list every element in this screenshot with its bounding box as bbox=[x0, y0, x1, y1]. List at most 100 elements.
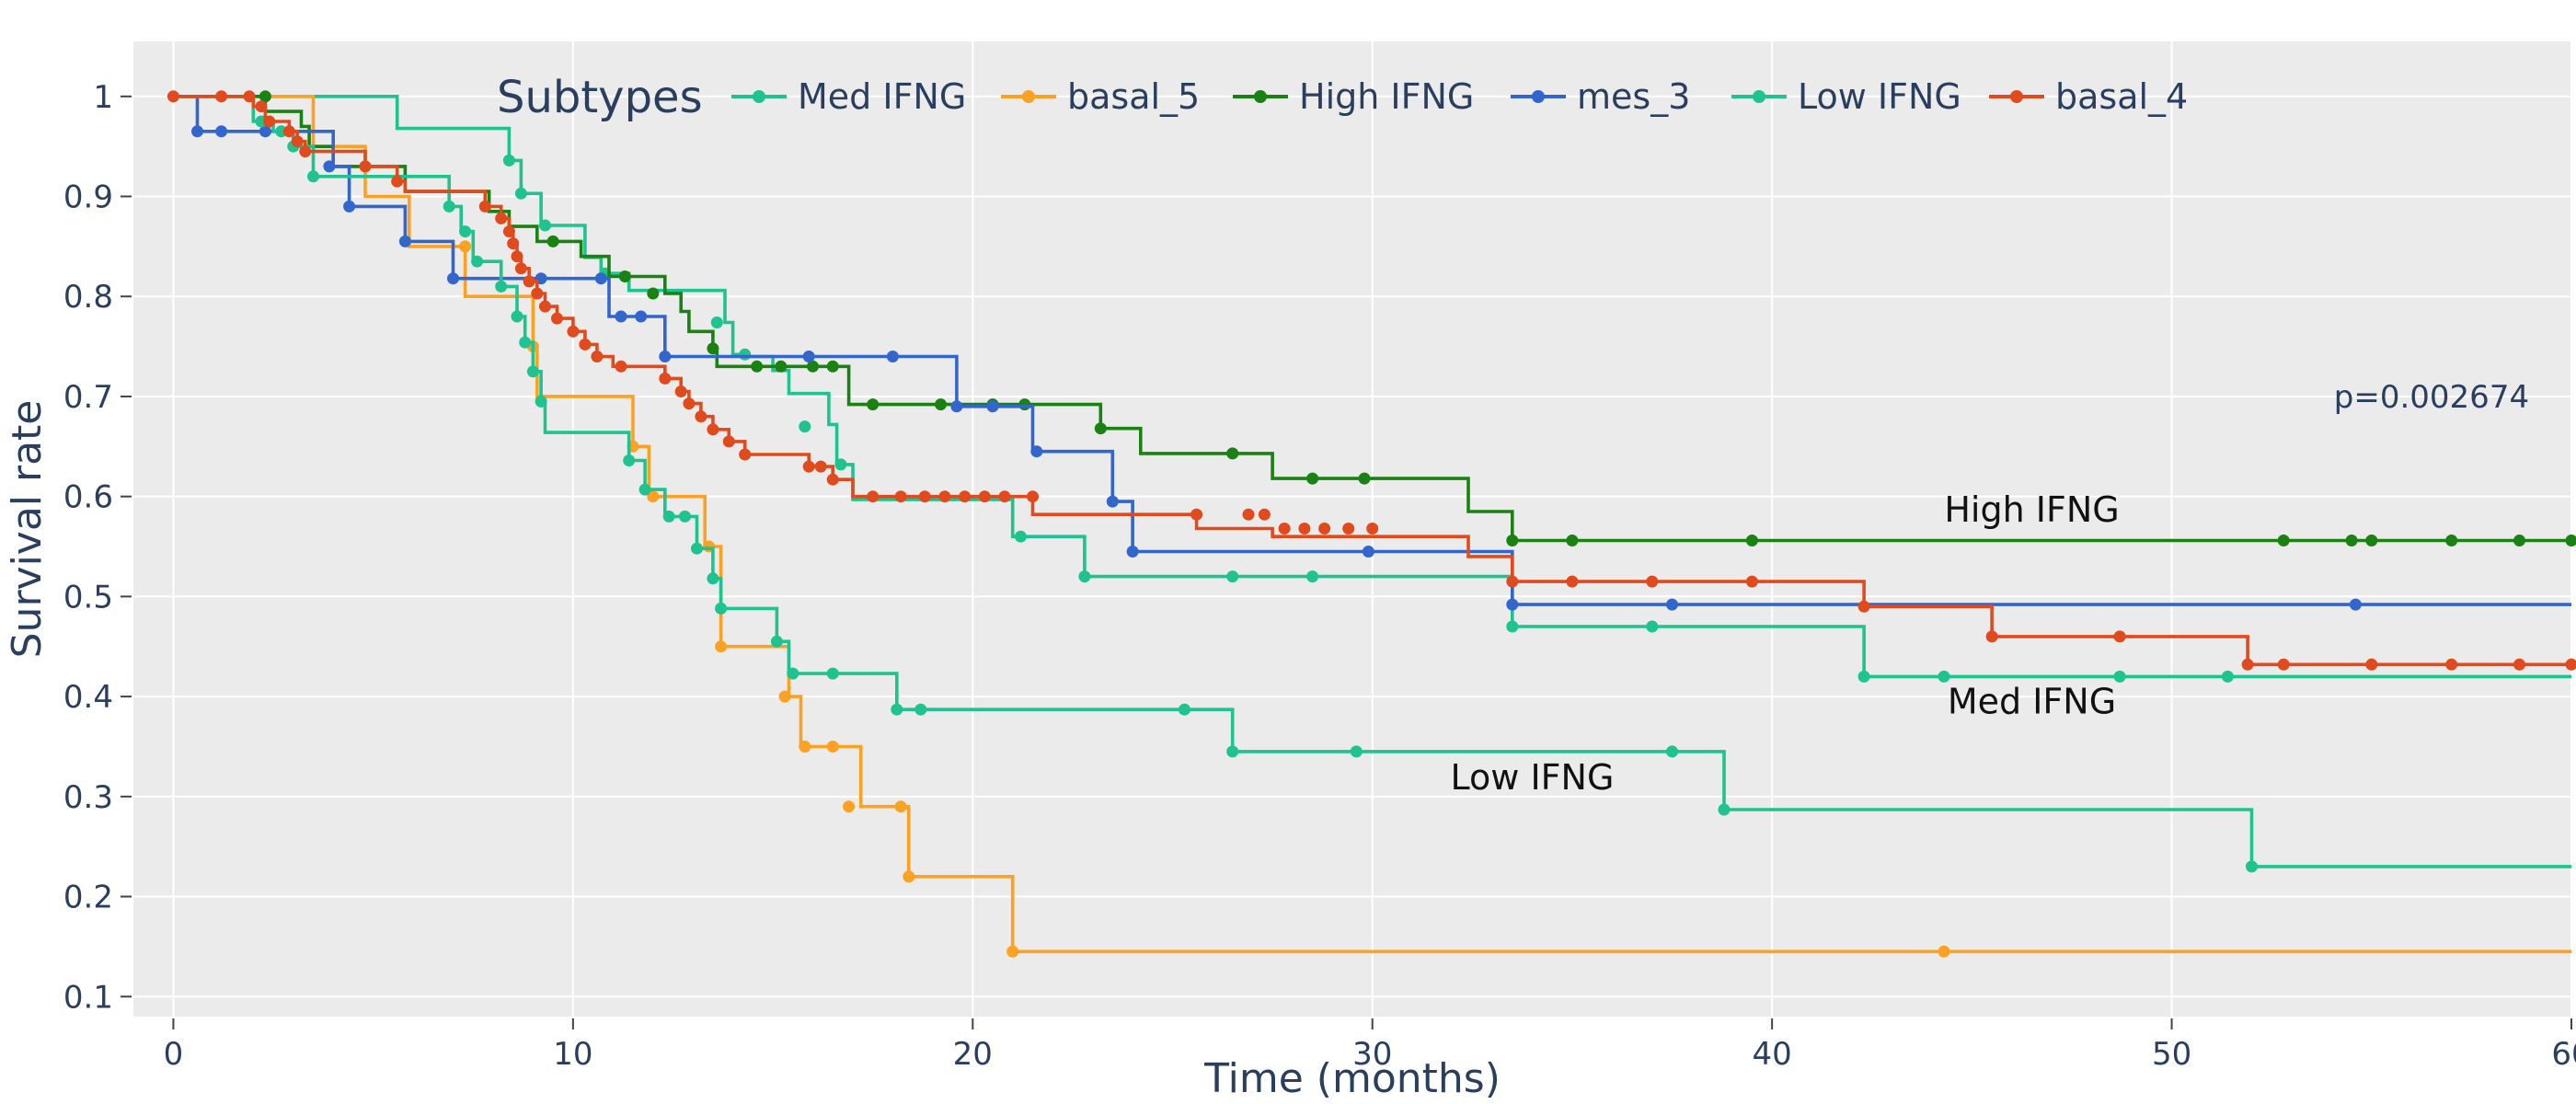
tick-labels: 0.10.20.30.40.50.60.70.80.910 10 20 30 40 50 6… bbox=[63, 79, 2576, 1073]
censor-point-mes-3 bbox=[1506, 598, 1519, 611]
censor-point-low-ifng bbox=[1226, 745, 1239, 758]
censor-point-med-ifng bbox=[1938, 670, 1950, 683]
censor-point-basal-4 bbox=[1745, 575, 1758, 588]
y-tick-label: 0.4 bbox=[63, 679, 113, 716]
censor-point-mes-3 bbox=[950, 400, 963, 413]
censor-point-high-ifng bbox=[707, 342, 719, 355]
censor-point-basal-4 bbox=[215, 90, 228, 103]
censor-point-med-ifng bbox=[1306, 570, 1319, 583]
legend-marker-low-ifng bbox=[1753, 90, 1765, 103]
censor-point-basal-4 bbox=[579, 338, 592, 351]
censor-point-low-ifng bbox=[471, 255, 484, 268]
censor-point-basal-4 bbox=[2513, 658, 2525, 671]
x-tick-label: 60 bbox=[2551, 1036, 2576, 1073]
censor-point-high-ifng bbox=[2345, 535, 2358, 546]
censor-point-basal-5 bbox=[894, 800, 907, 813]
censor-point-low-ifng bbox=[679, 510, 691, 523]
censor-point-high-ifng bbox=[2277, 535, 2290, 546]
censor-point-low-ifng bbox=[511, 310, 523, 323]
censor-point-mes-3 bbox=[191, 125, 203, 138]
censor-point-basal-4 bbox=[2565, 658, 2576, 671]
censor-point-low-ifng bbox=[691, 542, 703, 555]
censor-point-low-ifng bbox=[1718, 803, 1731, 816]
censor-point-basal-5 bbox=[715, 640, 728, 653]
censor-point-basal-4 bbox=[495, 212, 508, 224]
censor-point-mes-3 bbox=[259, 125, 271, 138]
censor-point-med-ifng bbox=[2113, 670, 2126, 683]
censor-point-low-ifng bbox=[638, 483, 651, 496]
censor-point-basal-4 bbox=[998, 490, 1011, 503]
censor-point-basal-4 bbox=[502, 225, 515, 238]
censor-point-high-ifng bbox=[1018, 398, 1031, 411]
censor-point-med-ifng bbox=[834, 458, 847, 471]
censor-point-med-ifng bbox=[1646, 620, 1659, 633]
x-axis-title: Time (months) bbox=[1203, 1055, 1501, 1102]
censor-point-high-ifng bbox=[775, 360, 788, 373]
censor-point-basal-4 bbox=[255, 100, 268, 113]
censor-point-basal-4 bbox=[1242, 508, 1255, 521]
censor-point-high-ifng bbox=[1226, 447, 1239, 460]
censor-point-med-ifng bbox=[710, 316, 723, 328]
censor-point-med-ifng bbox=[2221, 670, 2234, 683]
censor-point-basal-4 bbox=[1506, 575, 1519, 588]
series-line-basal-5 bbox=[173, 95, 2571, 954]
censor-point-high-ifng bbox=[647, 287, 660, 300]
censor-point-med-ifng bbox=[502, 154, 515, 167]
legend-marker-mes-3 bbox=[1532, 90, 1545, 103]
annotation-low-ifng: Low IFNG bbox=[1451, 757, 1615, 798]
legend-marker-basal-5 bbox=[1022, 90, 1035, 103]
censor-point-basal-4 bbox=[683, 397, 696, 410]
censor-point-basal-4 bbox=[959, 490, 972, 503]
censor-point-mes-3 bbox=[343, 200, 356, 213]
censor-point-basal-4 bbox=[299, 145, 312, 158]
y-tick-label: 1 bbox=[93, 79, 113, 116]
censor-point-high-ifng bbox=[826, 360, 839, 373]
censor-point-low-ifng bbox=[623, 454, 636, 466]
censor-point-basal-4 bbox=[523, 275, 535, 288]
censor-point-basal-4 bbox=[2445, 658, 2458, 671]
censor-point-med-ifng bbox=[799, 420, 811, 433]
series-line-low-ifng bbox=[173, 95, 2571, 868]
censor-point-basal-4 bbox=[659, 372, 672, 385]
x-tick-label: 40 bbox=[1753, 1036, 1792, 1073]
x-tick-label: 10 bbox=[553, 1036, 592, 1073]
censor-point-low-ifng bbox=[459, 225, 472, 238]
censor-point-low-ifng bbox=[495, 280, 508, 293]
censor-point-high-ifng bbox=[2365, 535, 2378, 546]
censor-point-basal-4 bbox=[1278, 523, 1291, 535]
y-tick-label: 0.1 bbox=[63, 979, 113, 1016]
censor-point-low-ifng bbox=[535, 395, 547, 408]
censor-point-basal-4 bbox=[2241, 658, 2254, 671]
censor-point-low-ifng bbox=[443, 200, 455, 213]
censor-point-basal-4 bbox=[2113, 630, 2126, 643]
censor-point-mes-3 bbox=[802, 351, 815, 362]
censor-point-basal-4 bbox=[1027, 490, 1039, 503]
censor-point-basal-4 bbox=[615, 360, 627, 373]
censor-point-high-ifng bbox=[751, 360, 764, 373]
censor-point-med-ifng bbox=[739, 348, 752, 361]
censor-point-basal-4 bbox=[802, 460, 815, 473]
censor-point-mes-3 bbox=[1030, 445, 1043, 458]
censor-point-med-ifng bbox=[1226, 570, 1239, 583]
censor-point-mes-3 bbox=[986, 400, 999, 413]
censor-point-high-ifng bbox=[807, 360, 819, 373]
legend-label-med-ifng: Med IFNG bbox=[798, 76, 966, 117]
censor-point-basal-4 bbox=[867, 490, 880, 503]
censor-point-basal-4 bbox=[1985, 630, 1998, 643]
censor-point-high-ifng bbox=[1306, 472, 1319, 485]
censor-point-low-ifng bbox=[787, 667, 799, 680]
censor-point-high-ifng bbox=[1506, 535, 1519, 546]
censor-point-high-ifng bbox=[1566, 535, 1579, 546]
censor-point-basal-4 bbox=[282, 125, 295, 138]
y-tick-label: 0.2 bbox=[63, 880, 113, 916]
censor-point-high-ifng bbox=[546, 235, 559, 247]
censor-point-low-ifng bbox=[2246, 860, 2258, 873]
censor-point-mes-3 bbox=[659, 351, 672, 362]
censor-point-mes-3 bbox=[886, 351, 899, 362]
censor-point-basal-4 bbox=[291, 135, 304, 148]
legend-title: Subtypes bbox=[497, 72, 703, 123]
censor-point-med-ifng bbox=[1014, 530, 1027, 543]
legend-label-low-ifng: Low IFNG bbox=[1798, 76, 1961, 117]
censor-point-basal-4 bbox=[894, 490, 907, 503]
censor-point-med-ifng bbox=[1857, 670, 1870, 683]
